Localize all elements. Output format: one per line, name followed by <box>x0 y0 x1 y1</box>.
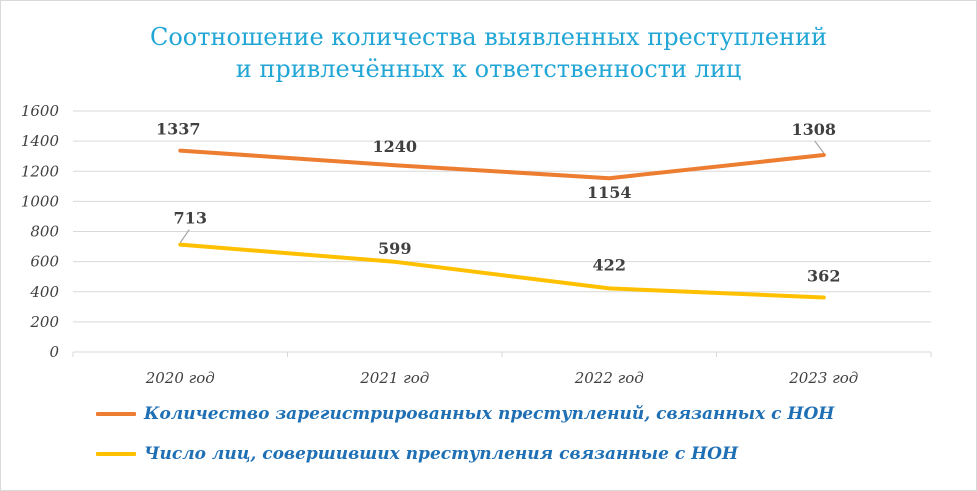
legend-swatch-persons <box>96 452 136 456</box>
x-tick-label-1: 2021 год <box>359 369 429 387</box>
x-tick-label-3: 2023 год <box>788 369 858 387</box>
legend-item-crimes: Количество зарегистрированных преступлен… <box>96 403 834 425</box>
data-label-0-3: 1308 <box>791 120 836 139</box>
legend-swatch-crimes <box>96 412 136 416</box>
data-label-0-2: 1154 <box>587 183 632 202</box>
legend-label-crimes: Количество зарегистрированных преступлен… <box>144 404 835 424</box>
series-line-0 <box>178 148 826 181</box>
y-tick-label-1400: 1400 <box>21 132 60 150</box>
y-tick-label-1200: 1200 <box>21 162 60 180</box>
data-label-1-3: 362 <box>807 266 840 285</box>
data-label-0-0: 1337 <box>156 120 201 139</box>
legend-item-persons: Число лиц, совершивших преступления связ… <box>96 443 834 465</box>
leader-line-1-0 <box>179 229 190 243</box>
y-tick-label-200: 200 <box>29 313 59 331</box>
data-label-1-2: 422 <box>593 255 626 274</box>
chart-title-line-2: и привлечённых к ответственности лиц <box>235 55 742 83</box>
chart-title: Соотношение количества выявленных престу… <box>1 21 976 85</box>
x-tick-label-2: 2022 год <box>574 369 644 387</box>
leader-line-0-3 <box>814 140 825 154</box>
legend-label-persons: Число лиц, совершивших преступления связ… <box>144 444 739 464</box>
data-label-1-1: 599 <box>378 239 411 258</box>
y-tick-label-800: 800 <box>30 223 59 241</box>
y-tick-label-1600: 1600 <box>21 102 60 120</box>
data-label-0-1: 1240 <box>372 137 417 156</box>
series-line-1 <box>178 242 826 300</box>
chart-title-line-1: Соотношение количества выявленных престу… <box>149 23 828 51</box>
legend: Количество зарегистрированных преступлен… <box>96 403 834 483</box>
y-tick-label-600: 600 <box>30 253 59 271</box>
y-tick-label-0: 0 <box>49 343 59 361</box>
data-label-1-0: 713 <box>174 209 207 228</box>
x-tick-label-0: 2020 год <box>145 369 215 387</box>
y-tick-label-400: 400 <box>29 283 59 301</box>
y-tick-label-1000: 1000 <box>21 192 60 210</box>
